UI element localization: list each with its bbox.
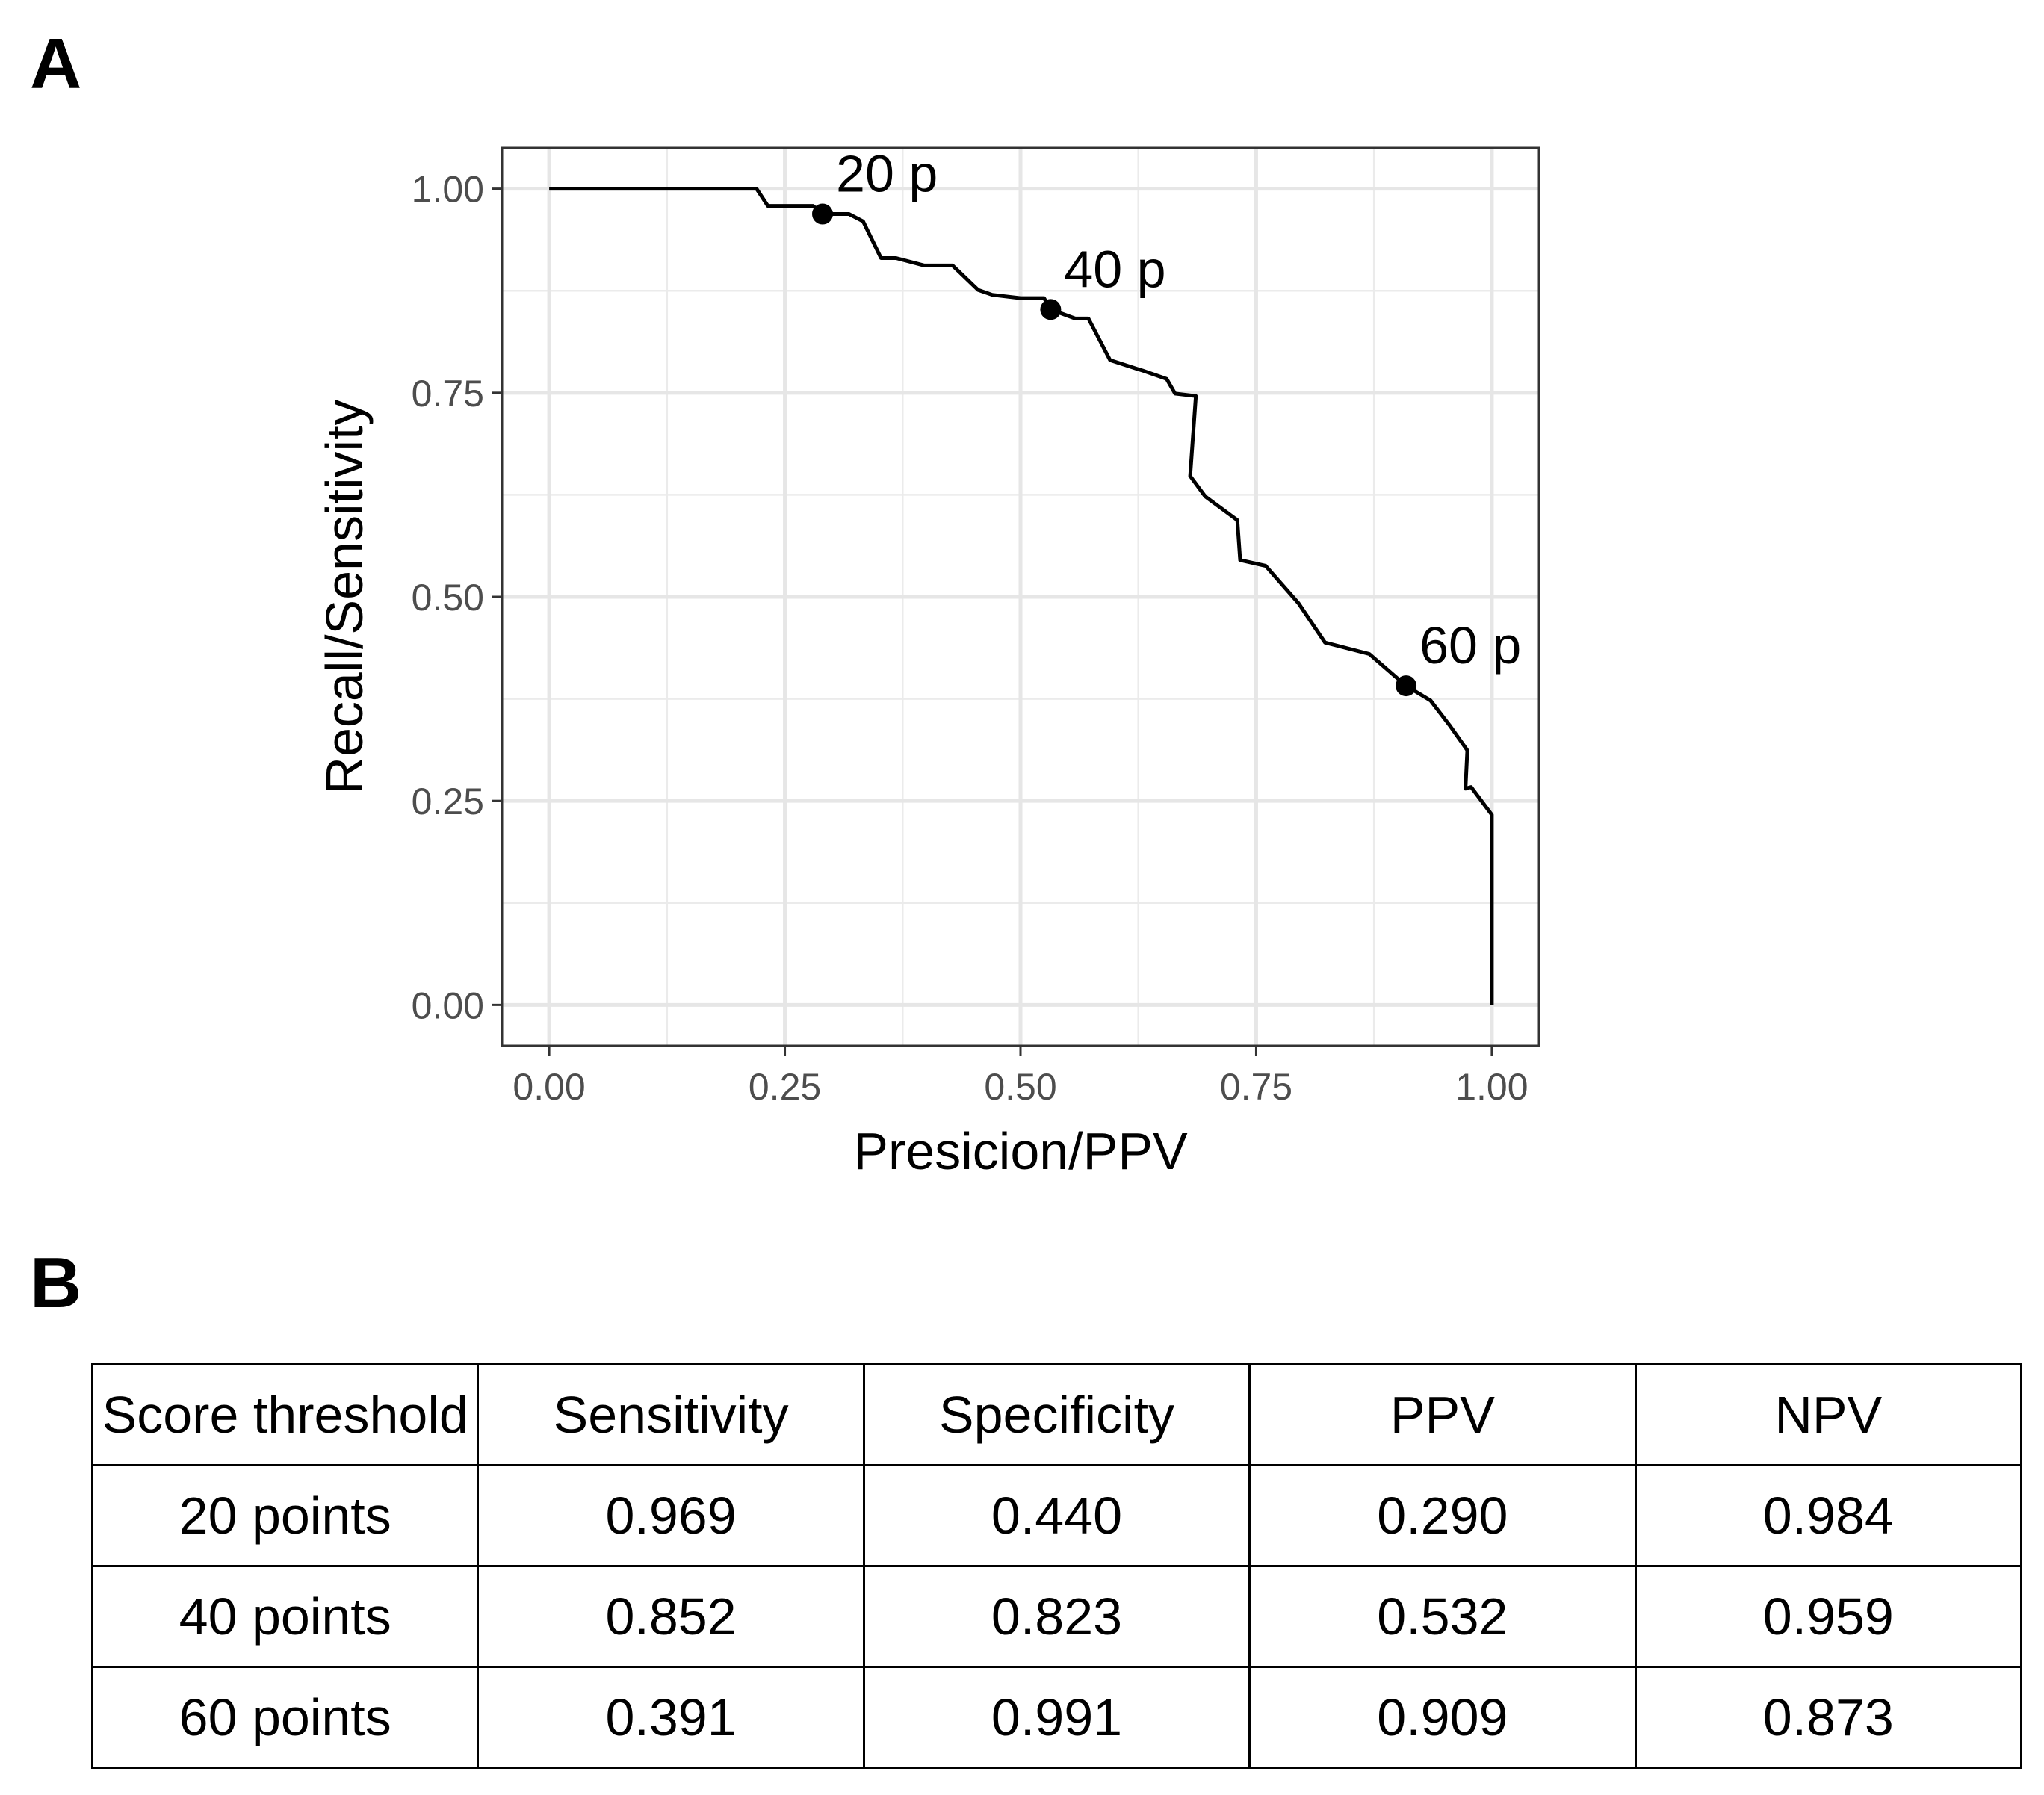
highlight-points: 20 p 40 p 60 p [812, 145, 1521, 697]
table-row: 20 points 0.969 0.440 0.290 0.984 [90, 1464, 2023, 1567]
threshold-point [1396, 675, 1417, 697]
table-cell: 0.823 [862, 1565, 1251, 1668]
y-axis-title: Recall/Sensitivity [315, 399, 374, 794]
x-axis-title: Presicion/PPV [853, 1122, 1188, 1180]
y-tick-label: 0.25 [412, 781, 484, 822]
panel-a-label: A [30, 24, 82, 104]
threshold-point [812, 203, 834, 225]
series-line [549, 187, 1494, 1005]
y-tick-label: 0.50 [412, 577, 484, 619]
axis-ticks: 0.00 0.25 0.50 0.75 1.00 0.00 0.25 0.50 0.75 1.00 [412, 169, 1529, 1108]
table-cell: 0.391 [477, 1666, 865, 1769]
threshold-point-label: 60 p [1419, 616, 1521, 675]
table-cell: 0.991 [862, 1666, 1251, 1769]
threshold-point [1040, 299, 1062, 320]
table-cell: 0.984 [1634, 1464, 2023, 1567]
table-cell: 0.873 [1634, 1666, 2023, 1769]
x-tick-label: 1.00 [1455, 1066, 1528, 1108]
table-cell: 20 points [90, 1464, 480, 1567]
header-specificity: Specificity [862, 1363, 1251, 1466]
x-tick-label: 0.50 [984, 1066, 1056, 1108]
table-header-row: Score threshold Sensitivity Specificity … [90, 1363, 2023, 1466]
table-cell: 0.969 [477, 1464, 865, 1567]
table-cell: 0.852 [477, 1565, 865, 1668]
table-row: 40 points 0.852 0.823 0.532 0.959 [90, 1565, 2023, 1668]
x-tick-label: 0.00 [512, 1066, 585, 1108]
header-score-threshold: Score threshold [90, 1363, 480, 1466]
table-cell: 40 points [90, 1565, 480, 1668]
x-tick-label: 0.25 [749, 1066, 821, 1108]
table-cell: 0.440 [862, 1464, 1251, 1567]
x-tick-label: 0.75 [1220, 1066, 1292, 1108]
table-cell: 0.959 [1634, 1565, 2023, 1668]
y-tick-label: 0.75 [412, 373, 484, 415]
grid-major [502, 148, 1539, 1046]
pr-curve-chart: 20 p 40 p 60 p 0.00 0.25 0.50 0.75 1.00 0.00 0.2… [315, 145, 1540, 1180]
y-tick-label: 1.00 [412, 169, 484, 211]
series-group [549, 187, 1494, 1005]
panel-b-label: B [30, 1243, 82, 1323]
metrics-table: Score threshold Sensitivity Specificity … [90, 1363, 2023, 1769]
table-cell: 60 points [90, 1666, 480, 1769]
table-cell: 0.532 [1248, 1565, 1637, 1668]
header-npv: NPV [1634, 1363, 2023, 1466]
table-cell: 0.290 [1248, 1464, 1637, 1567]
y-tick-label: 0.00 [412, 985, 484, 1026]
header-sensitivity: Sensitivity [477, 1363, 865, 1466]
threshold-point-label: 40 p [1064, 240, 1165, 298]
threshold-point-label: 20 p [836, 145, 938, 203]
table-cell: 0.909 [1248, 1666, 1637, 1769]
header-ppv: PPV [1248, 1363, 1637, 1466]
table-row: 60 points 0.391 0.991 0.909 0.873 [90, 1666, 2023, 1769]
